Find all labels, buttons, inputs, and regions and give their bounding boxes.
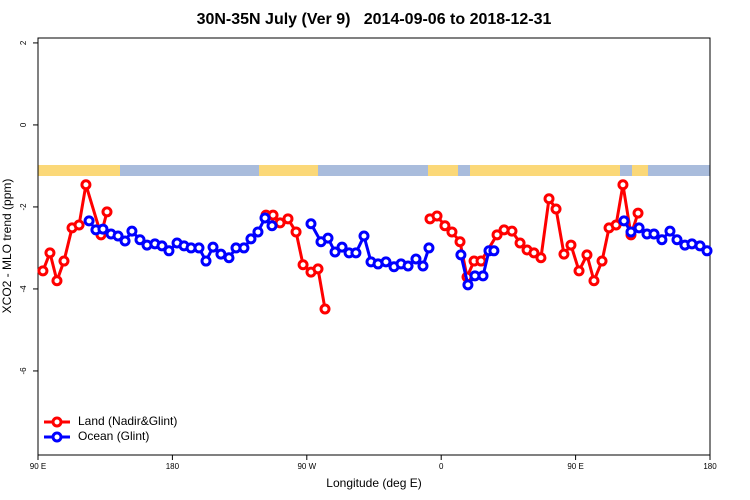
data-point: [596, 255, 608, 267]
data-point: [156, 240, 168, 252]
data-point: [588, 275, 600, 287]
data-point: [252, 226, 264, 238]
data-point: [319, 303, 331, 315]
x-tick-label: 0: [439, 462, 444, 471]
data-point: [656, 234, 668, 246]
x-tick-label: 180: [703, 462, 717, 471]
legend-label: Land (Nadir&Glint): [78, 414, 177, 428]
data-point: [455, 249, 467, 261]
data-point: [290, 226, 302, 238]
data-point: [701, 245, 713, 257]
data-point: [336, 241, 348, 253]
data-point: [350, 247, 362, 259]
data-point: [200, 255, 212, 267]
data-point: [238, 242, 250, 254]
data-point: [671, 234, 683, 246]
legend-marker: [51, 431, 63, 443]
land-ocean-strip: [38, 165, 710, 176]
data-point: [475, 255, 487, 267]
x-axis-label: Longitude (deg E): [326, 476, 421, 490]
data-point: [358, 230, 370, 242]
data-point: [581, 249, 593, 261]
data-point: [51, 275, 63, 287]
data-point: [193, 242, 205, 254]
data-point: [266, 220, 278, 232]
data-point: [163, 245, 175, 257]
data-point: [297, 259, 309, 271]
data-point: [543, 193, 555, 205]
data-point: [431, 210, 443, 222]
legend-label: Ocean (Glint): [78, 429, 149, 443]
x-tick-label: 90 W: [297, 462, 316, 471]
y-tick-label: -6: [19, 367, 28, 375]
data-point: [439, 220, 451, 232]
data-point: [632, 207, 644, 219]
data-point: [506, 225, 518, 237]
chart-title: 30N-35N July (Ver 9) 2014-09-06 to 2018-…: [197, 11, 552, 28]
data-point: [58, 255, 70, 267]
data-point: [491, 229, 503, 241]
data-point: [417, 260, 429, 272]
data-point: [322, 232, 334, 244]
data-point: [410, 253, 422, 265]
data-point: [514, 237, 526, 249]
y-axis-label: XCO2 - MLO trend (ppm): [0, 179, 14, 314]
data-point: [617, 179, 629, 191]
data-point: [625, 226, 637, 238]
data-point: [259, 212, 271, 224]
y-tick-label: -2: [19, 203, 28, 211]
data-point: [573, 265, 585, 277]
data-point: [402, 260, 414, 272]
data-point: [223, 252, 235, 264]
data-point: [207, 241, 219, 253]
data-point: [610, 219, 622, 231]
data-point: [112, 230, 124, 242]
y-tick-label: 0: [19, 122, 28, 127]
data-point: [477, 270, 489, 282]
data-point: [535, 252, 547, 264]
x-tick-label: 90 E: [30, 462, 46, 471]
data-point: [488, 245, 500, 257]
data-point: [44, 247, 56, 259]
plot-frame: [37, 37, 711, 456]
data-point: [446, 226, 458, 238]
data-point: [618, 215, 630, 227]
x-tick-label: 180: [166, 462, 180, 471]
data-point: [282, 213, 294, 225]
y-tick-label: 2: [19, 40, 28, 45]
data-point: [126, 225, 138, 237]
data-point: [694, 240, 706, 252]
data-point: [528, 247, 540, 259]
data-point: [454, 236, 466, 248]
data-point: [380, 256, 392, 268]
data-point: [134, 234, 146, 246]
legend-marker: [51, 416, 63, 428]
data-point: [73, 219, 85, 231]
data-point: [37, 265, 49, 277]
data-point: [462, 279, 474, 291]
data-point: [119, 235, 131, 247]
data-point: [97, 223, 109, 235]
data-point: [558, 248, 570, 260]
data-point: [305, 218, 317, 230]
data-point: [80, 179, 92, 191]
data-point: [101, 206, 113, 218]
data-point: [423, 242, 435, 254]
data-point: [633, 222, 645, 234]
data-point: [648, 228, 660, 240]
data-point: [664, 225, 676, 237]
data-point: [329, 246, 341, 258]
x-tick-label: 90 E: [567, 462, 583, 471]
data-point: [83, 215, 95, 227]
data-point: [565, 239, 577, 251]
data-point: [312, 263, 324, 275]
y-tick-label: -4: [19, 285, 28, 293]
data-point: [245, 233, 257, 245]
data-point: [550, 203, 562, 215]
